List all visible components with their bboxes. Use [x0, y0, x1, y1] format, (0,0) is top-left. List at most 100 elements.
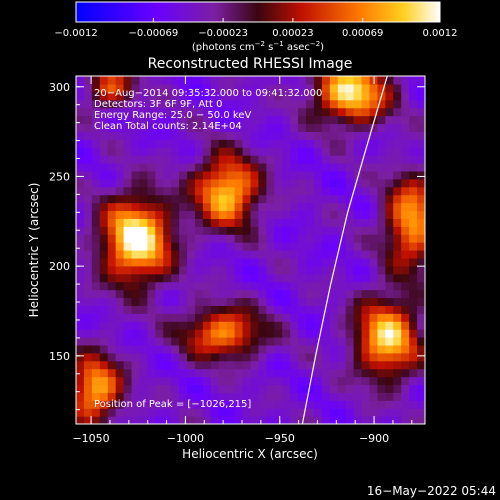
heatmap-cell [155, 226, 164, 235]
heatmap-cell [313, 107, 323, 117]
heatmap-cell [250, 226, 260, 235]
heatmap-cell [282, 186, 291, 196]
heatmap-cell [234, 218, 244, 227]
heatmap-cell [329, 408, 339, 417]
heatmap-cell [313, 257, 323, 267]
heatmap-cell [313, 384, 323, 393]
heatmap-cell [76, 242, 85, 251]
heatmap-cell [123, 226, 133, 235]
heatmap-cell [274, 99, 283, 109]
heatmap-cell [337, 408, 347, 417]
heatmap-cell [163, 360, 172, 370]
heatmap-cell [210, 281, 220, 291]
heatmap-cell [298, 360, 307, 370]
heatmap-cell [369, 202, 379, 212]
heatmap-cell [266, 194, 275, 204]
heatmap-cell [361, 226, 371, 235]
heatmap-cell [369, 131, 379, 140]
heatmap-cell [234, 408, 244, 417]
heatmap-cell [147, 337, 156, 346]
heatmap-cell [361, 416, 371, 424]
heatmap-cell [321, 352, 331, 362]
heatmap-cell [369, 321, 379, 330]
heatmap-cell [385, 107, 394, 117]
heatmap-cell [242, 305, 252, 314]
heatmap-cell [210, 368, 220, 378]
heatmap-cell [194, 107, 204, 117]
heatmap-cell [329, 107, 339, 117]
heatmap-cell [83, 234, 93, 243]
heatmap-cell [290, 257, 299, 267]
heatmap-cell [321, 115, 331, 125]
heatmap-cell [226, 273, 236, 283]
heatmap-cell [226, 218, 236, 227]
heatmap-cell [179, 186, 188, 196]
heatmap-cell [258, 131, 267, 140]
heatmap-cell [123, 289, 133, 299]
heatmap-cell [242, 313, 252, 322]
heatmap-cell [187, 139, 196, 148]
heatmap-cell [155, 329, 164, 338]
heatmap-cell [377, 273, 386, 283]
heatmap-cell [131, 107, 141, 117]
heatmap-cell [163, 210, 172, 219]
heatmap-cell [139, 376, 148, 386]
heatmap-cell [194, 273, 204, 283]
heatmap-cell [171, 210, 180, 219]
heatmap-cell [131, 265, 141, 275]
heatmap-cell [313, 99, 323, 109]
heatmap-cell [417, 360, 425, 370]
heatmap-cell [202, 313, 212, 322]
heatmap-cell [187, 392, 196, 401]
heatmap-cell [123, 408, 133, 417]
heatmap-cell [139, 99, 148, 109]
heatmap-cell [147, 289, 156, 299]
heatmap-cell [409, 305, 418, 314]
heatmap-cell [401, 376, 410, 386]
heatmap-cell [83, 281, 93, 291]
heatmap-cell [107, 352, 117, 362]
heatmap-cell [329, 344, 339, 354]
heatmap-cell [266, 186, 275, 196]
annotation-energy-range: Energy Range: 25.0 − 50.0 keV [94, 110, 251, 121]
heatmap-cell [123, 416, 133, 424]
heatmap-cell [163, 178, 172, 188]
heatmap-cell [369, 250, 379, 259]
heatmap-cell [163, 305, 172, 314]
heatmap-cell [226, 194, 236, 204]
heatmap-cell [377, 329, 386, 338]
heatmap-cell [147, 273, 156, 283]
heatmap-cell [139, 297, 148, 306]
heatmap-cell [409, 281, 418, 291]
heatmap-cell [274, 139, 283, 148]
heatmap-cell [258, 305, 267, 314]
heatmap-cell [131, 115, 141, 125]
colorbar-ticks: −0.0012 −0.00069 −0.00023 0.00023 0.00069 0.0… [54, 18, 458, 39]
heatmap-cell [250, 408, 260, 417]
heatmap-cell [187, 115, 196, 125]
heatmap-cell [337, 115, 347, 125]
heatmap-cell [194, 408, 204, 417]
heatmap-cell [226, 408, 236, 417]
heatmap-cell [361, 178, 371, 188]
heatmap-cell [385, 242, 394, 251]
heatmap-cell [353, 297, 363, 306]
heatmap-cell [361, 234, 371, 243]
heatmap-cell [76, 226, 85, 235]
heatmap-cell [258, 273, 267, 283]
heatmap-cell [242, 194, 252, 204]
heatmap-cell [187, 99, 196, 109]
heatmap-cell [171, 329, 180, 338]
heatmap-cell [377, 376, 386, 386]
heatmap-cell [401, 170, 410, 180]
heatmap-cell [202, 352, 212, 362]
heatmap-cell [329, 305, 339, 314]
heatmap-cell [171, 194, 180, 204]
heatmap-cell [401, 313, 410, 322]
heatmap-cell [107, 368, 117, 378]
heatmap-cell [417, 321, 425, 330]
heatmap-cell [242, 360, 252, 370]
heatmap-cell [171, 170, 180, 180]
heatmap-cell [258, 218, 267, 227]
